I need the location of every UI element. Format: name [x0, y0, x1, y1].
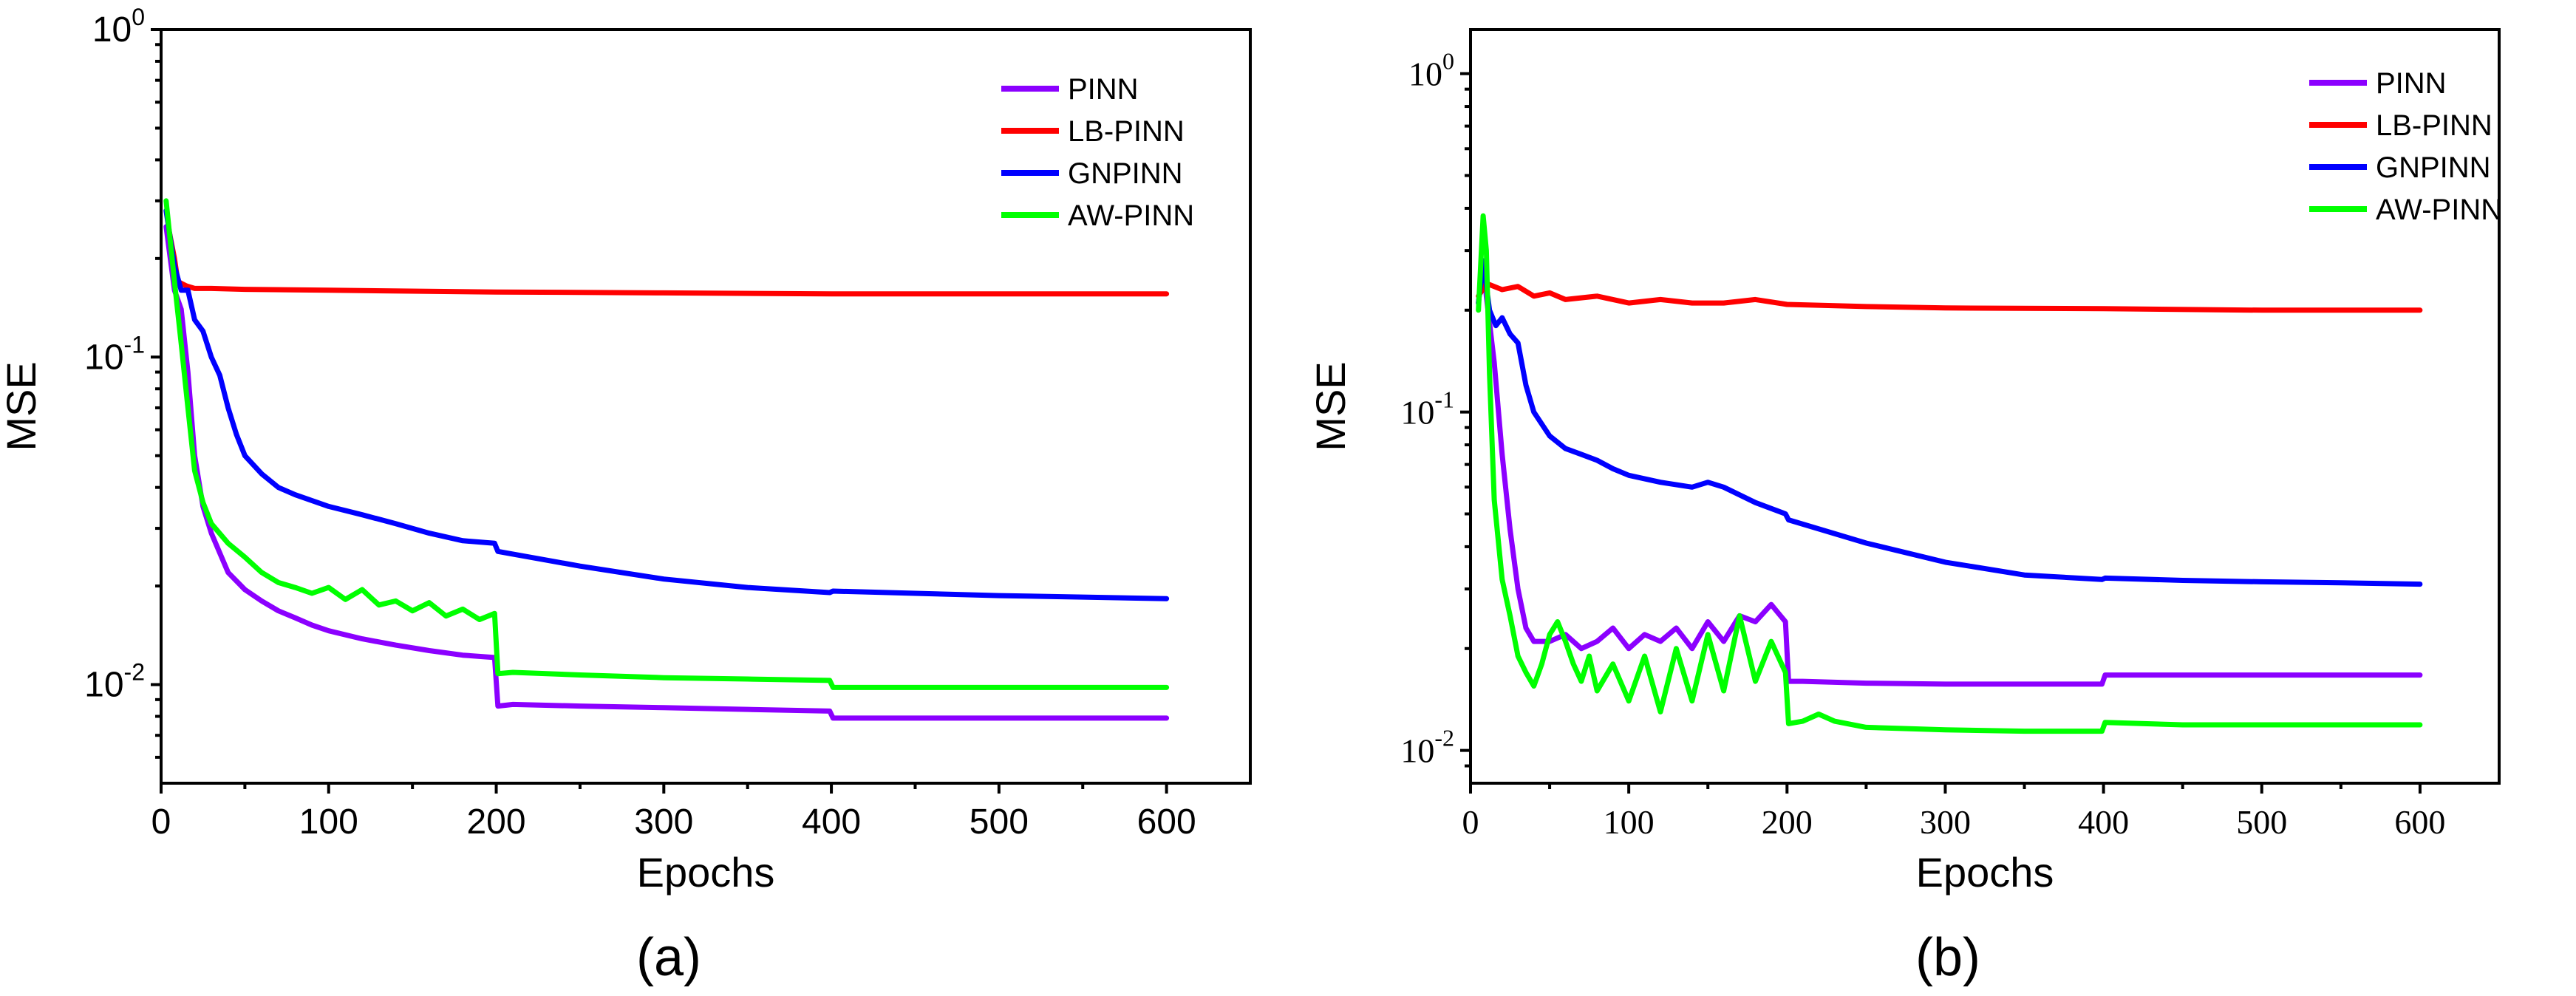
y-tick-exponent: -1 — [124, 331, 145, 358]
x-tick-label: 600 — [2394, 803, 2445, 841]
y-tick-exponent: 0 — [1442, 48, 1454, 75]
series-line-aw-pinn — [1476, 213, 2423, 734]
legend-label: PINN — [1068, 73, 1139, 106]
y-axis-title: MSE — [0, 361, 44, 451]
series-group — [1476, 213, 2423, 734]
series-line-lb-pinn — [1476, 281, 2423, 313]
legend-label: LB-PINN — [2376, 109, 2492, 142]
x-axis-title: Epochs — [1916, 849, 2054, 896]
x-tick-label: 300 — [634, 802, 693, 842]
panel-caption: (a) — [636, 928, 701, 987]
x-tick-label: 100 — [299, 802, 358, 842]
series-line-gnpinn — [163, 208, 1170, 601]
y-tick-base: 10 — [1400, 394, 1434, 432]
y-tick-base: 10 — [84, 666, 123, 705]
series-line-pinn — [163, 224, 1170, 721]
y-tick-label: 10-2 — [84, 659, 145, 705]
y-tick-base: 10 — [1408, 55, 1442, 93]
legend-label: GNPINN — [2376, 151, 2491, 184]
x-tick-label: 0 — [1462, 803, 1479, 841]
x-tick-label: 600 — [1137, 802, 1196, 842]
x-axis-title: Epochs — [637, 849, 775, 896]
chart-panel-b: 0 100 200 300 400 500 60010-210-1100EpochsMSE(… — [1307, 28, 2502, 987]
x-tick-label: 400 — [2078, 803, 2129, 841]
x-tick-label: 0 — [151, 802, 171, 842]
chart-panel-a: 0 100 200 300 400 500 60010-210-1100EpochsMSE(… — [0, 4, 1252, 987]
series-group — [163, 198, 1170, 721]
legend-label: PINN — [2376, 67, 2447, 100]
y-tick-label: 100 — [1408, 48, 1454, 93]
legend-label: LB-PINN — [1068, 115, 1185, 148]
legend-label: AW-PINN — [1068, 199, 1194, 232]
panel-caption: (b) — [1915, 928, 1980, 987]
series-line-gnpinn — [1476, 258, 2423, 587]
y-tick-label: 100 — [92, 4, 145, 50]
y-tick-label: 10-2 — [1400, 725, 1454, 770]
x-tick-label: 200 — [466, 802, 525, 842]
x-tick-label: 200 — [1762, 803, 1813, 841]
legend: PINN LB-PINN GNPINN AW-PINN — [1001, 73, 1194, 232]
y-tick-exponent: 0 — [132, 4, 145, 30]
y-axis-title: MSE — [1307, 361, 1354, 451]
series-line-pinn — [1476, 258, 2423, 687]
legend: PINN LB-PINN GNPINN AW-PINN — [2309, 67, 2502, 226]
y-tick-exponent: -2 — [124, 659, 145, 686]
x-tick-label: 400 — [802, 802, 861, 842]
y-tick-base: 10 — [92, 10, 132, 50]
y-tick-base: 10 — [84, 338, 123, 377]
x-tick-label: 500 — [970, 802, 1029, 842]
series-line-aw-pinn — [163, 198, 1170, 690]
legend-label: AW-PINN — [2376, 194, 2502, 226]
y-tick-base: 10 — [1400, 732, 1434, 770]
y-tick-label: 10-1 — [84, 331, 145, 377]
series-line-lb-pinn — [166, 230, 1170, 297]
x-tick-label: 300 — [1920, 803, 1971, 841]
legend-label: GNPINN — [1068, 157, 1183, 190]
x-tick-label: 100 — [1604, 803, 1655, 841]
y-tick-exponent: -1 — [1434, 386, 1454, 413]
plot-frame — [1469, 28, 2501, 785]
x-tick-label: 500 — [2236, 803, 2287, 841]
y-tick-exponent: -2 — [1434, 725, 1454, 751]
y-tick-label: 10-1 — [1400, 386, 1454, 432]
